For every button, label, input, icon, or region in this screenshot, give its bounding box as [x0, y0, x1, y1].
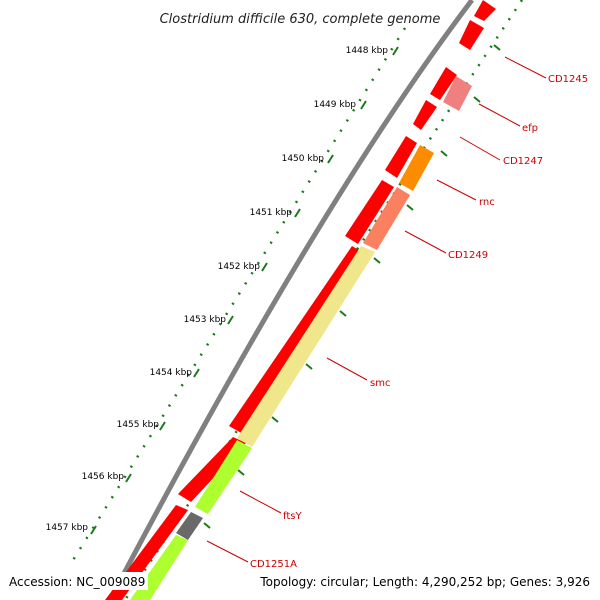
- feature-lane-inner: [105, 0, 496, 600]
- genome-backbone: [107, 0, 474, 600]
- feature-arrow[interactable]: [413, 100, 437, 130]
- outer-ruler-tick: [203, 522, 211, 529]
- kbp-label: 1455 kbp: [117, 420, 160, 430]
- map-title: Clostridium difficile 630, complete geno…: [160, 12, 441, 27]
- leader-line-cd1245: [504, 56, 547, 79]
- gene-label-smc[interactable]: smc: [370, 378, 390, 389]
- footer: Accession: NC_009089 Topology: circular;…: [6, 572, 594, 590]
- leader-line-ftsy: [239, 490, 282, 514]
- accession-text: Accession: NC_009089: [9, 575, 145, 589]
- kbp-tick: [193, 368, 200, 378]
- leader-line-rnc: [436, 179, 477, 201]
- feature-arrow[interactable]: [430, 67, 457, 100]
- feature-arrow[interactable]: [345, 180, 394, 244]
- gene-label-ftsy[interactable]: ftsY: [283, 511, 302, 522]
- stats-bg: [257, 572, 594, 590]
- outer-ruler-tick: [339, 310, 347, 317]
- kbp-tick: [125, 473, 132, 483]
- feature-efp[interactable]: [443, 76, 472, 111]
- stats-text: Topology: circular; Length: 4,290,252 bp…: [259, 575, 590, 589]
- feature-arrow[interactable]: [474, 0, 496, 21]
- kbp-label: 1450 kbp: [282, 154, 325, 164]
- outer-ruler-tick: [473, 96, 481, 103]
- outer-ruler-tick: [373, 257, 381, 264]
- feature-cd1249[interactable]: [363, 187, 410, 250]
- feature-cd1251a[interactable]: [176, 512, 203, 540]
- kbp-label: 1452 kbp: [218, 262, 261, 272]
- kbp-tick: [227, 315, 234, 325]
- gene-label-cd1249[interactable]: CD1249: [448, 250, 488, 261]
- gene-label-rnc[interactable]: rnc: [479, 197, 495, 208]
- kbp-tick: [360, 100, 367, 110]
- outer-ruler-tick: [440, 150, 448, 157]
- kbp-label: 1457 kbp: [46, 523, 89, 533]
- outer-ruler: [123, 0, 524, 600]
- kbp-tick: [261, 262, 268, 272]
- kbp-tick: [294, 208, 301, 218]
- feature-smc[interactable]: [237, 246, 375, 447]
- kbp-tick: [327, 154, 334, 164]
- outer-ruler-tick: [305, 363, 313, 370]
- leader-line-cd1249: [404, 230, 447, 254]
- feature-lane-outer: [130, 76, 472, 600]
- feature-arrow[interactable]: [229, 246, 362, 434]
- leader-line-smc: [326, 357, 368, 381]
- feature-arrow[interactable]: [459, 20, 484, 50]
- gene-labels: CD1245 efp CD1247 rnc CD1249 smc ftsY CD…: [206, 56, 588, 570]
- gene-label-cd1251a[interactable]: CD1251A: [250, 559, 297, 570]
- kbp-label: 1448 kbp: [346, 46, 389, 56]
- outer-ruler-tick: [493, 44, 501, 51]
- outer-ruler-tick: [406, 204, 414, 211]
- feature-arrow[interactable]: [385, 136, 417, 178]
- leader-line-efp: [478, 103, 521, 127]
- kbp-label: 1453 kbp: [184, 315, 227, 325]
- leader-line-cd1247: [459, 136, 501, 161]
- kbp-label: 1451 kbp: [250, 208, 293, 218]
- gene-label-efp[interactable]: efp: [522, 123, 538, 134]
- kbp-tick: [392, 46, 399, 56]
- leader-line-cd1251a: [206, 540, 249, 563]
- gene-label-cd1245[interactable]: CD1245: [548, 74, 588, 85]
- kbp-tick: [90, 525, 97, 535]
- kbp-label: 1456 kbp: [82, 472, 125, 482]
- gene-label-cd1247[interactable]: CD1247: [503, 156, 543, 167]
- kbp-label: 1454 kbp: [150, 368, 193, 378]
- kbp-label: 1449 kbp: [314, 100, 357, 110]
- accession-bg: [6, 572, 148, 590]
- feature-ftsy[interactable]: [195, 440, 252, 514]
- feature-rnc[interactable]: [399, 145, 434, 191]
- kbp-scale: 1448 kbp 1449 kbp 1450 kbp 1451 kbp 1452…: [46, 46, 399, 535]
- outer-ruler-tick: [271, 416, 279, 423]
- kbp-tick: [159, 421, 166, 431]
- outer-ruler-tick: [237, 469, 245, 476]
